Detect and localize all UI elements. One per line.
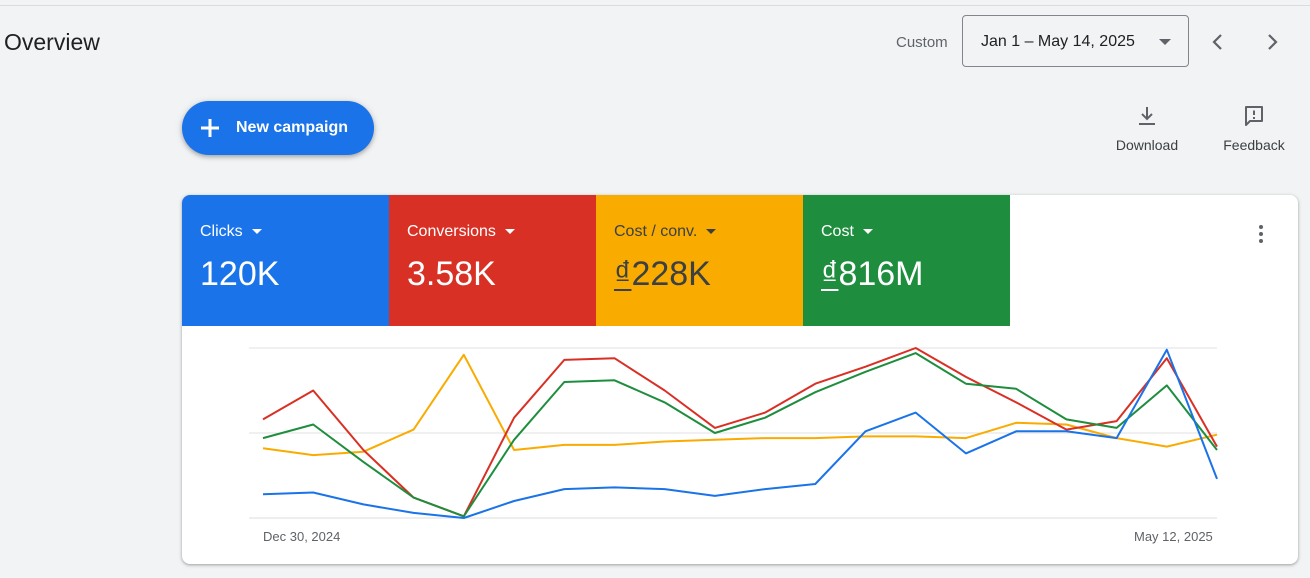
chevron-right-icon	[1268, 34, 1278, 50]
next-period-button[interactable]	[1260, 28, 1284, 56]
chevron-down-icon	[1159, 39, 1171, 45]
caret-down-icon	[706, 229, 717, 235]
new-campaign-button[interactable]: New campaign	[182, 101, 374, 155]
caret-down-icon	[251, 229, 262, 235]
currency-symbol: ₫	[821, 255, 839, 293]
plus-icon	[201, 119, 219, 137]
feedback-button[interactable]: Feedback	[1220, 104, 1288, 153]
metric-cost-per-conv[interactable]: Cost / conv. ₫228K	[596, 195, 803, 326]
series-line-clicks	[262, 348, 1218, 519]
date-range-select[interactable]: Jan 1 – May 14, 2025	[962, 15, 1189, 67]
caret-down-icon	[862, 229, 873, 235]
caret-down-icon	[504, 229, 515, 235]
download-button[interactable]: Download	[1113, 104, 1181, 153]
metric-cost-name: Cost	[821, 223, 873, 241]
x-axis-label-end: May 12, 2025	[1134, 529, 1213, 544]
metric-cost[interactable]: Cost ₫816M	[803, 195, 1010, 326]
more-vert-icon	[1254, 225, 1268, 243]
series-line-cost	[262, 352, 1218, 518]
top-divider	[0, 5, 1310, 6]
date-range-type-label: Custom	[896, 34, 948, 51]
metric-conversions-name: Conversions	[407, 223, 515, 241]
new-campaign-label: New campaign	[236, 119, 349, 136]
previous-period-button[interactable]	[1206, 28, 1230, 56]
metric-cost-value: ₫816M	[821, 255, 924, 293]
performance-card: Clicks 120K Conversions 3.58K Cost / con…	[182, 195, 1298, 564]
metric-cost-per-conv-value: ₫228K	[614, 255, 711, 293]
metric-clicks-name: Clicks	[200, 223, 262, 241]
page-title: Overview	[4, 29, 100, 55]
metric-clicks[interactable]: Clicks 120K	[182, 195, 389, 326]
feedback-label: Feedback	[1223, 137, 1285, 153]
metric-conversions[interactable]: Conversions 3.58K	[389, 195, 596, 326]
x-axis-label-start: Dec 30, 2024	[263, 529, 341, 544]
download-icon	[1139, 107, 1155, 125]
download-label: Download	[1115, 137, 1179, 153]
metric-clicks-value: 120K	[200, 255, 280, 293]
performance-line-chart	[249, 347, 1218, 519]
date-range-value: Jan 1 – May 14, 2025	[981, 33, 1135, 50]
series-line-cost-conv	[262, 353, 1218, 457]
chevron-left-icon	[1212, 34, 1222, 50]
currency-symbol: ₫	[614, 255, 632, 293]
metric-cost-per-conv-name: Cost / conv.	[614, 223, 717, 241]
feedback-icon	[1245, 106, 1263, 126]
metric-conversions-value: 3.58K	[407, 255, 496, 293]
more-options-button[interactable]	[1254, 225, 1268, 247]
